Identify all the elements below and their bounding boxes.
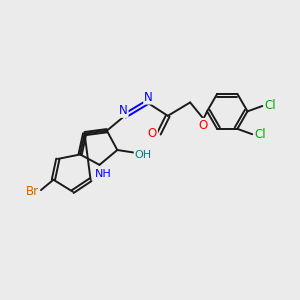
- Text: O: O: [148, 127, 157, 140]
- Text: OH: OH: [135, 150, 152, 160]
- Text: NH: NH: [95, 169, 111, 179]
- Text: N: N: [144, 91, 153, 103]
- Text: Cl: Cl: [265, 99, 277, 112]
- Text: O: O: [198, 119, 208, 132]
- Text: Br: Br: [26, 185, 39, 198]
- Text: Cl: Cl: [255, 128, 266, 141]
- Text: N: N: [119, 104, 128, 117]
